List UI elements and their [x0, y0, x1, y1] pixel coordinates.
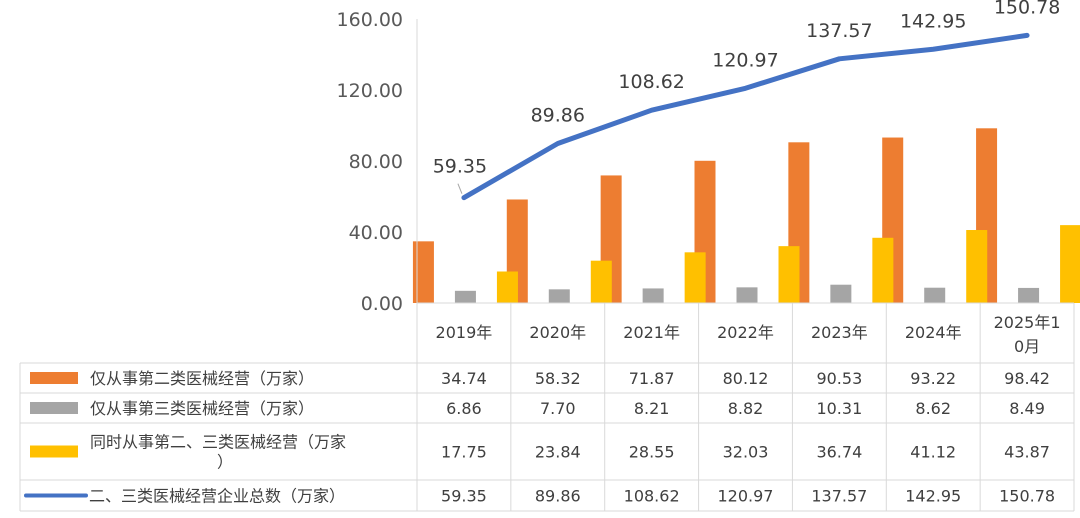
table-cell-3-1: 17.75	[441, 443, 487, 462]
table-cell-2-4: 8.82	[728, 399, 764, 418]
bar-3-3	[684, 252, 706, 303]
table-cell-1-3: 71.87	[629, 369, 675, 388]
line-label-7: 150.78	[994, 0, 1060, 18]
bar-3-5	[872, 237, 894, 303]
table-cell-4-6: 142.95	[905, 487, 961, 506]
x-tick-label: 0月	[1014, 337, 1040, 356]
table-cell-2-5: 10.31	[816, 399, 862, 418]
bar-2-4	[736, 287, 758, 303]
line-label-5: 137.57	[806, 20, 872, 42]
table-cell-2-2: 7.70	[540, 399, 576, 418]
table-cell-3-4: 32.03	[723, 443, 769, 462]
bar-3-4	[778, 246, 800, 303]
table-cell-2-6: 8.62	[915, 399, 951, 418]
y-tick-label: 160.00	[337, 9, 403, 31]
x-tick-label: 2020年	[529, 323, 586, 342]
y-tick-label: 0.00	[361, 293, 403, 315]
line-label-6: 142.95	[900, 10, 966, 32]
bar-3-7	[1060, 225, 1080, 303]
table-cell-2-3: 8.21	[634, 399, 670, 418]
legend-label-1: 仅从事第二类医械经营（万家）	[90, 369, 314, 388]
x-tick-label: 2025年1	[994, 313, 1061, 332]
table-cell-1-6: 93.22	[910, 369, 956, 388]
table-cell-4-2: 89.86	[535, 487, 581, 506]
table-cell-3-5: 36.74	[816, 443, 862, 462]
bar-2-6	[924, 287, 946, 303]
table-cell-4-5: 137.57	[811, 487, 867, 506]
line-label-3: 108.62	[618, 71, 684, 93]
bar-3-1	[496, 271, 518, 303]
table-cell-2-7: 8.49	[1009, 399, 1045, 418]
table-cell-1-2: 58.32	[535, 369, 581, 388]
x-tick-label: 2021年	[623, 323, 680, 342]
bar-3-2	[590, 260, 612, 303]
table-cell-1-1: 34.74	[441, 369, 487, 388]
y-tick-label: 120.00	[337, 80, 403, 102]
table-cell-3-3: 28.55	[629, 443, 675, 462]
legend-label-2: 仅从事第三类医械经营（万家）	[90, 399, 314, 418]
table-cell-4-1: 59.35	[441, 487, 487, 506]
bar-2-5	[830, 284, 852, 303]
total-line	[461, 32, 1030, 201]
bar-2-3	[642, 288, 664, 303]
y-tick-label: 40.00	[349, 222, 403, 244]
table-cell-1-4: 80.12	[723, 369, 769, 388]
line-label-2: 89.86	[531, 104, 585, 126]
bar-3-6	[966, 230, 988, 303]
table-cell-3-7: 43.87	[1004, 443, 1050, 462]
legend-key-2	[30, 402, 78, 414]
table-cell-1-5: 90.53	[816, 369, 862, 388]
table-cell-4-4: 120.97	[718, 487, 774, 506]
table-cell-1-7: 98.42	[1004, 369, 1050, 388]
table-cell-4-7: 150.78	[999, 487, 1055, 506]
bar-1-1	[412, 241, 434, 303]
x-tick-label: 2022年	[717, 323, 774, 342]
table-cell-3-2: 23.84	[535, 443, 581, 462]
bar-2-1	[454, 290, 476, 303]
legend-label-3: 同时从事第二、三类医械经营（万家	[90, 433, 346, 452]
bar-2-2	[548, 289, 570, 303]
table-cell-4-3: 108.62	[624, 487, 680, 506]
line-label-4: 120.97	[712, 49, 778, 71]
y-tick-label: 80.00	[349, 151, 403, 173]
table-cell-2-1: 6.86	[446, 399, 482, 418]
x-tick-label: 2019年	[436, 323, 493, 342]
table-cell-3-6: 41.12	[910, 443, 956, 462]
data-label-leader	[457, 183, 463, 194]
bar-2-7	[1018, 287, 1040, 303]
x-tick-label: 2023年	[811, 323, 868, 342]
legend-label-4: 二、三类医械经营企业总数（万家）	[89, 487, 345, 506]
legend-label-3: ）	[217, 453, 233, 472]
x-tick-label: 2024年	[905, 323, 962, 342]
legend-key-3	[30, 445, 78, 458]
line-label-1: 59.35	[433, 156, 487, 178]
legend-key-1	[30, 372, 78, 384]
